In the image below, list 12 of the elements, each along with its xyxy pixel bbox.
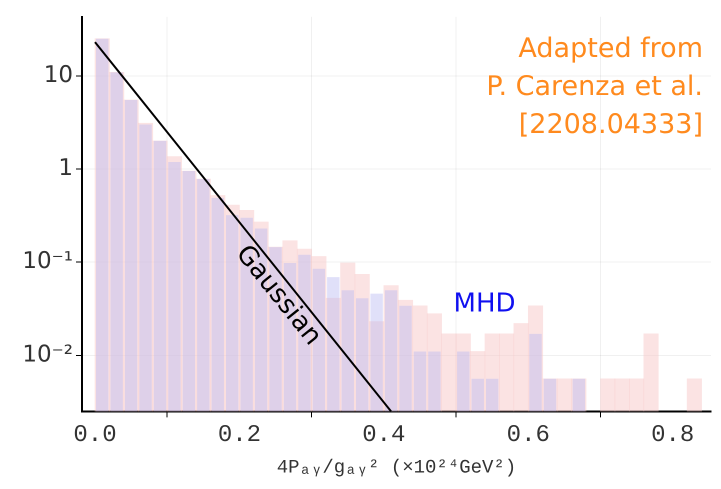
y-tick-label: 10⁻¹ (22, 248, 73, 274)
x-tick-label: 0.2 (218, 422, 262, 450)
x-tick-label: 0.0 (73, 422, 117, 450)
x-tick-label: 0.6 (506, 422, 550, 450)
annotation: Adapted from P. Carenza et al. [2208.04333] (486, 32, 703, 140)
x-tick-label: 0.8 (651, 422, 694, 450)
x-axis-title: 4Pₐᵧ/gₐᵧ² (×10²⁴GeV²) (276, 456, 516, 479)
y-tick-label: 10 (44, 62, 73, 88)
series-label: MHD (454, 288, 516, 319)
y-tick-label: 1 (58, 154, 73, 181)
x-tick-label: 0.4 (362, 422, 406, 450)
y-tick-label: 10⁻² (22, 341, 73, 368)
